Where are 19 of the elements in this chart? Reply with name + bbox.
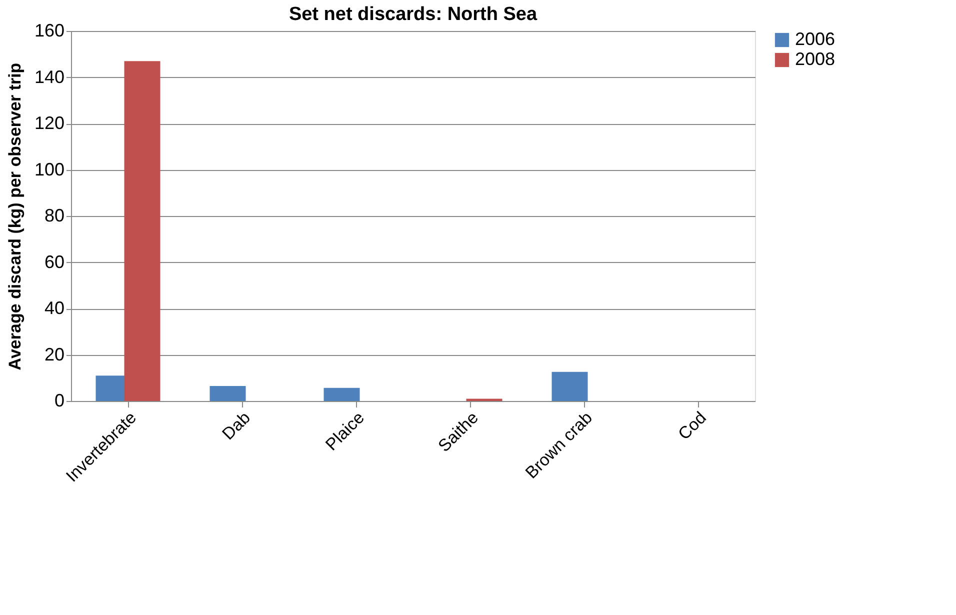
legend-label: 2006 — [795, 29, 836, 49]
x-tick-label: Dab — [218, 408, 254, 444]
bar — [552, 372, 588, 401]
y-tick-label: 20 — [44, 344, 64, 364]
y-tick-label: 0 — [54, 390, 64, 410]
y-tick-label: 100 — [34, 159, 64, 180]
x-tick-label: Cod — [674, 408, 710, 444]
y-axis-title: Average discard (kg) per observer trip — [5, 62, 24, 370]
y-tick-label: 160 — [34, 20, 64, 40]
bar — [210, 386, 246, 401]
y-tick-label: 60 — [44, 252, 64, 272]
y-tick-label: 140 — [34, 66, 64, 87]
y-tick-label: 120 — [34, 113, 64, 133]
y-tick-label: 40 — [44, 298, 64, 318]
chart-title: Set net discards: North Sea — [288, 4, 538, 25]
bar — [124, 61, 160, 401]
y-tick-label: 80 — [44, 206, 64, 226]
bar — [324, 388, 360, 401]
legend-label: 2008 — [795, 49, 836, 69]
